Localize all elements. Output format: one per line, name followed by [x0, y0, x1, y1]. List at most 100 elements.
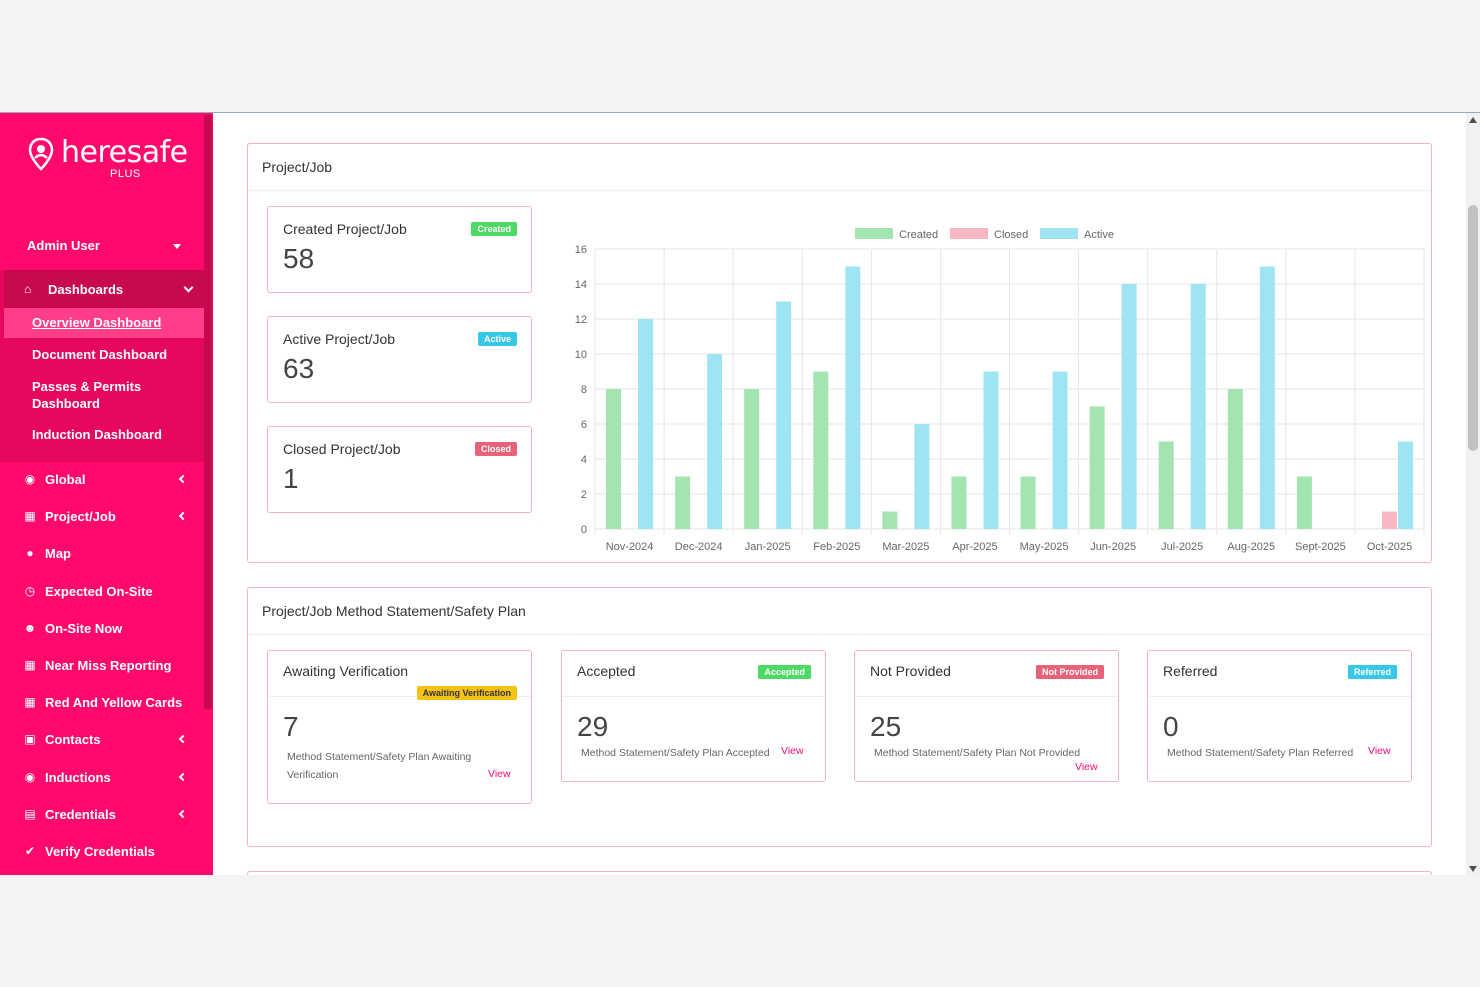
calendar-icon: ▦ [24, 695, 36, 709]
sidebar-item-red-and-yellow-cards[interactable]: ▦ Red And Yellow Cards [0, 687, 206, 717]
scroll-down-arrow-icon[interactable] [1469, 866, 1477, 872]
bar-active [914, 424, 930, 529]
legend-label: Closed [994, 229, 1028, 241]
status-badge: Created [471, 222, 517, 236]
page-scrollbar[interactable] [1466, 113, 1480, 875]
bar-active [707, 354, 723, 529]
sidebar-item-near-miss-reporting[interactable]: ▦ Near Miss Reporting [0, 650, 206, 680]
sidebar-item-label: Credentials [45, 806, 116, 822]
bar-created [606, 389, 622, 529]
bar-created [813, 371, 829, 529]
x-tick-label: Jan-2025 [745, 541, 791, 553]
x-tick-label: Aug-2025 [1227, 541, 1275, 553]
card-value: 0 [1163, 711, 1179, 742]
x-tick-label: May-2025 [1020, 541, 1069, 553]
sidebar-item-credentials[interactable]: ▤ Credentials [0, 799, 206, 829]
bar-active [983, 371, 999, 529]
heresafe-logo[interactable]: heresafe PLUS [28, 135, 188, 185]
id-card-icon: ▤ [24, 807, 36, 821]
bar-created [675, 476, 691, 529]
x-tick-label: Apr-2025 [952, 541, 997, 553]
view-link[interactable]: View [1075, 761, 1098, 773]
y-tick-label: 2 [581, 489, 587, 501]
active-project-card[interactable]: Active Project/Job Active 63 [267, 316, 532, 403]
referred-card[interactable]: Referred Referred 0 Method Statement/Saf… [1147, 650, 1412, 782]
scroll-up-arrow-icon[interactable] [1469, 117, 1477, 123]
main-content: Project/Job Created Project/Job Created … [213, 113, 1466, 875]
card-label: Created Project/Job [283, 221, 407, 237]
chevron-down-icon [183, 282, 194, 293]
y-tick-label: 14 [575, 279, 587, 291]
sidebar-item-project-job[interactable]: ▦ Project/Job [0, 501, 206, 531]
x-tick-label: Jul-2025 [1161, 541, 1203, 553]
card-header [562, 651, 825, 697]
brand-tier: PLUS [110, 168, 141, 180]
sidebar-item-on-site-now[interactable]: ☻ On-Site Now [0, 613, 206, 643]
card-description: Method Statement/Safety Plan Awaiting [287, 751, 472, 763]
sidebar-subitem-document-dashboard[interactable]: Document Dashboard [32, 347, 168, 362]
bar-closed [1381, 511, 1397, 529]
card-label: Not Provided [870, 663, 951, 679]
globe-icon: ◉ [24, 472, 36, 486]
x-tick-label: Feb-2025 [813, 541, 860, 553]
status-badge: Not Provided [1035, 665, 1104, 679]
scrollbar-thumb[interactable] [1468, 205, 1478, 451]
sidebar-item-label: Verify Credentials [45, 843, 155, 859]
bar-created [1296, 476, 1312, 529]
x-tick-label: Jun-2025 [1090, 541, 1136, 553]
sidebar-subitem-passes-permits-dashboard[interactable]: Passes & Permits Dashboard [32, 379, 142, 411]
project-job-panel: Project/Job Created Project/Job Created … [247, 143, 1432, 563]
sidebar-scrollbar[interactable] [204, 115, 212, 709]
sidebar-item-label: Map [45, 545, 71, 561]
sidebar-item-dashboards[interactable]: ⌂ Dashboards [4, 270, 210, 308]
legend-label: Active [1084, 229, 1114, 241]
card-header [855, 651, 1118, 697]
closed-project-card[interactable]: Closed Project/Job Closed 1 [267, 426, 532, 513]
sidebar-item-map[interactable]: ● Map [0, 538, 206, 568]
sidebar-subitem-induction-dashboard[interactable]: Induction Dashboard [32, 427, 162, 442]
sidebar-subitem-overview-dashboard[interactable]: Overview Dashboard [4, 308, 210, 338]
card-description: Method Statement/Safety Plan Accepted [581, 747, 770, 759]
sidebar-item-label: Project/Job [45, 508, 116, 524]
bar-created [1089, 406, 1105, 529]
sidebar: heresafe PLUS Admin User ⌂ Dashboards Ov… [0, 113, 213, 875]
not-provided-card[interactable]: Not Provided Not Provided 25 Method Stat… [854, 650, 1119, 782]
card-value: 63 [283, 353, 315, 384]
check-icon: ✔ [24, 844, 36, 858]
caret-down-icon [173, 244, 181, 249]
sidebar-item-label: Inductions [45, 769, 111, 785]
bar-active [638, 319, 654, 529]
card-value: 7 [283, 711, 299, 742]
legend-swatch [855, 228, 893, 239]
card-label: Awaiting Verification [283, 663, 409, 679]
view-link[interactable]: View [1368, 745, 1391, 757]
address-book-icon: ▣ [24, 732, 36, 746]
chevron-left-icon [178, 474, 188, 484]
card-header [268, 651, 531, 697]
view-link[interactable]: View [781, 745, 804, 757]
view-link[interactable]: View [488, 768, 511, 780]
created-project-card[interactable]: Created Project/Job Created 58 [267, 206, 532, 293]
status-badge: Referred [1347, 665, 1397, 679]
sidebar-item-label: On-Site Now [45, 620, 123, 636]
x-tick-label: Nov-2024 [606, 541, 654, 553]
awaiting-verification-card[interactable]: Awaiting Verification Awaiting Verificat… [267, 650, 532, 804]
accepted-card[interactable]: Accepted Accepted 29 Method Statement/Sa… [561, 650, 826, 782]
home-icon: ⌂ [24, 282, 32, 296]
card-value: 29 [577, 711, 609, 742]
sidebar-item-expected-on-site[interactable]: ◷ Expected On-Site [0, 576, 206, 606]
sidebar-item-label: Red And Yellow Cards [45, 694, 183, 710]
sidebar-item-global[interactable]: ◉ Global [0, 464, 206, 494]
method-statement-panel: Project/Job Method Statement/Safety Plan… [247, 587, 1432, 847]
user-menu[interactable]: Admin User [27, 238, 187, 253]
sidebar-item-contacts[interactable]: ▣ Contacts [0, 724, 206, 754]
panel-title: Project/Job [248, 144, 1431, 191]
card-description: Method Statement/Safety Plan Referred [1167, 747, 1354, 759]
bar-active [776, 301, 792, 529]
sidebar-item-inductions[interactable]: ◉ Inductions [0, 762, 206, 792]
project-job-bar-chart[interactable]: 0 2 4 6 8 10 12 14 16 Nov-2024 Dec-2024 Jan-2025 Feb… [562, 206, 1430, 554]
card-value: 25 [870, 711, 902, 742]
legend-swatch [950, 228, 988, 239]
sidebar-item-verify-credentials[interactable]: ✔ Verify Credentials [0, 836, 206, 866]
legend-label: Created [899, 229, 938, 241]
